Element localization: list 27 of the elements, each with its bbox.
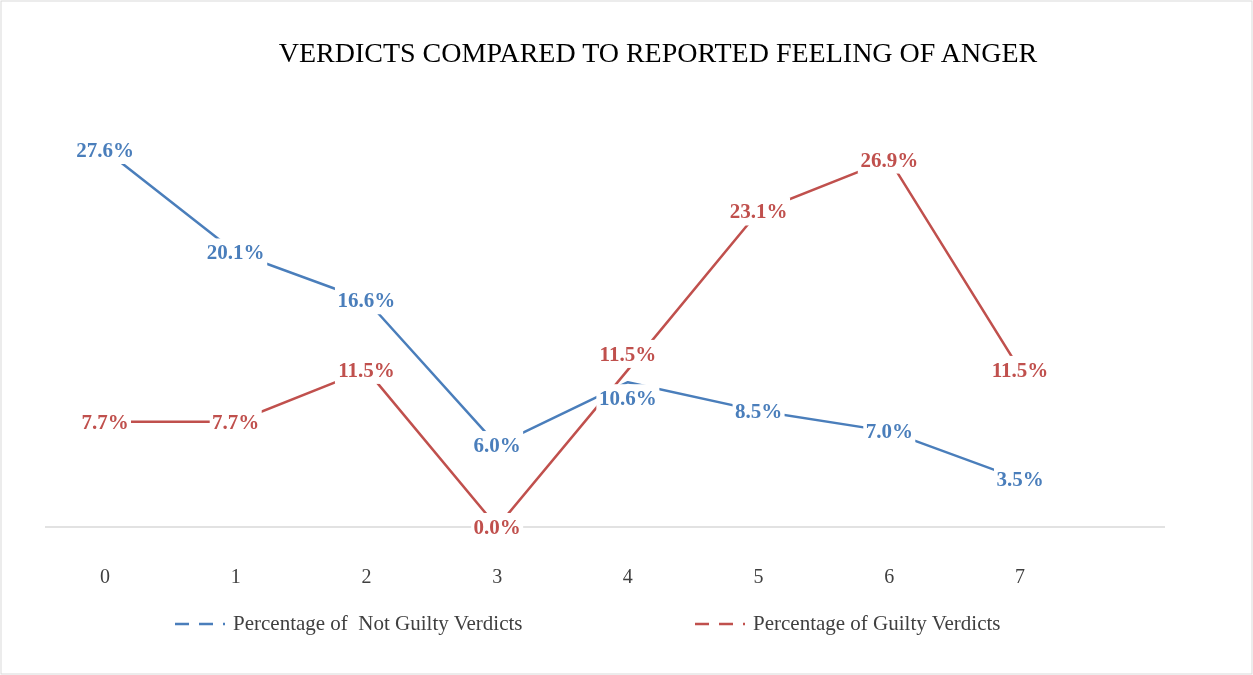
x-tick-label: 6 [884, 565, 895, 587]
data-label: 3.5% [996, 467, 1044, 492]
x-tick-label: 2 [361, 565, 372, 587]
x-tick-label: 4 [622, 565, 633, 587]
data-label: 16.6% [337, 288, 396, 313]
x-tick-label: 3 [492, 565, 503, 587]
data-label: 11.5% [599, 341, 657, 366]
data-label: 0.0% [473, 515, 521, 539]
data-label: 7.7% [212, 409, 260, 434]
data-label: 8.5% [734, 398, 783, 423]
data-label: 11.5% [991, 357, 1049, 382]
x-tick-label: 5 [753, 565, 764, 587]
data-label: 6.0% [473, 433, 521, 458]
data-label: 10.6% [598, 386, 657, 411]
data-label: 11.5% [338, 357, 395, 382]
x-tick-label: 0 [100, 565, 110, 587]
data-label: 26.9% [860, 147, 919, 172]
data-label: 27.6% [76, 138, 134, 162]
data-label: 20.1% [206, 240, 265, 265]
x-tick-label: 1 [230, 565, 241, 587]
legend-label: Percentage of Not Guilty Verdicts [233, 611, 523, 635]
chart-title: VERDICTS COMPARED TO REPORTED FEELING OF ANGER [278, 37, 1038, 68]
legend-label: Percentage of Guilty Verdicts [753, 611, 1001, 635]
x-tick-label: 7 [1015, 565, 1025, 587]
data-label: 7.7% [81, 409, 129, 434]
data-label: 23.1% [729, 199, 788, 224]
data-label: 7.0% [865, 419, 913, 444]
